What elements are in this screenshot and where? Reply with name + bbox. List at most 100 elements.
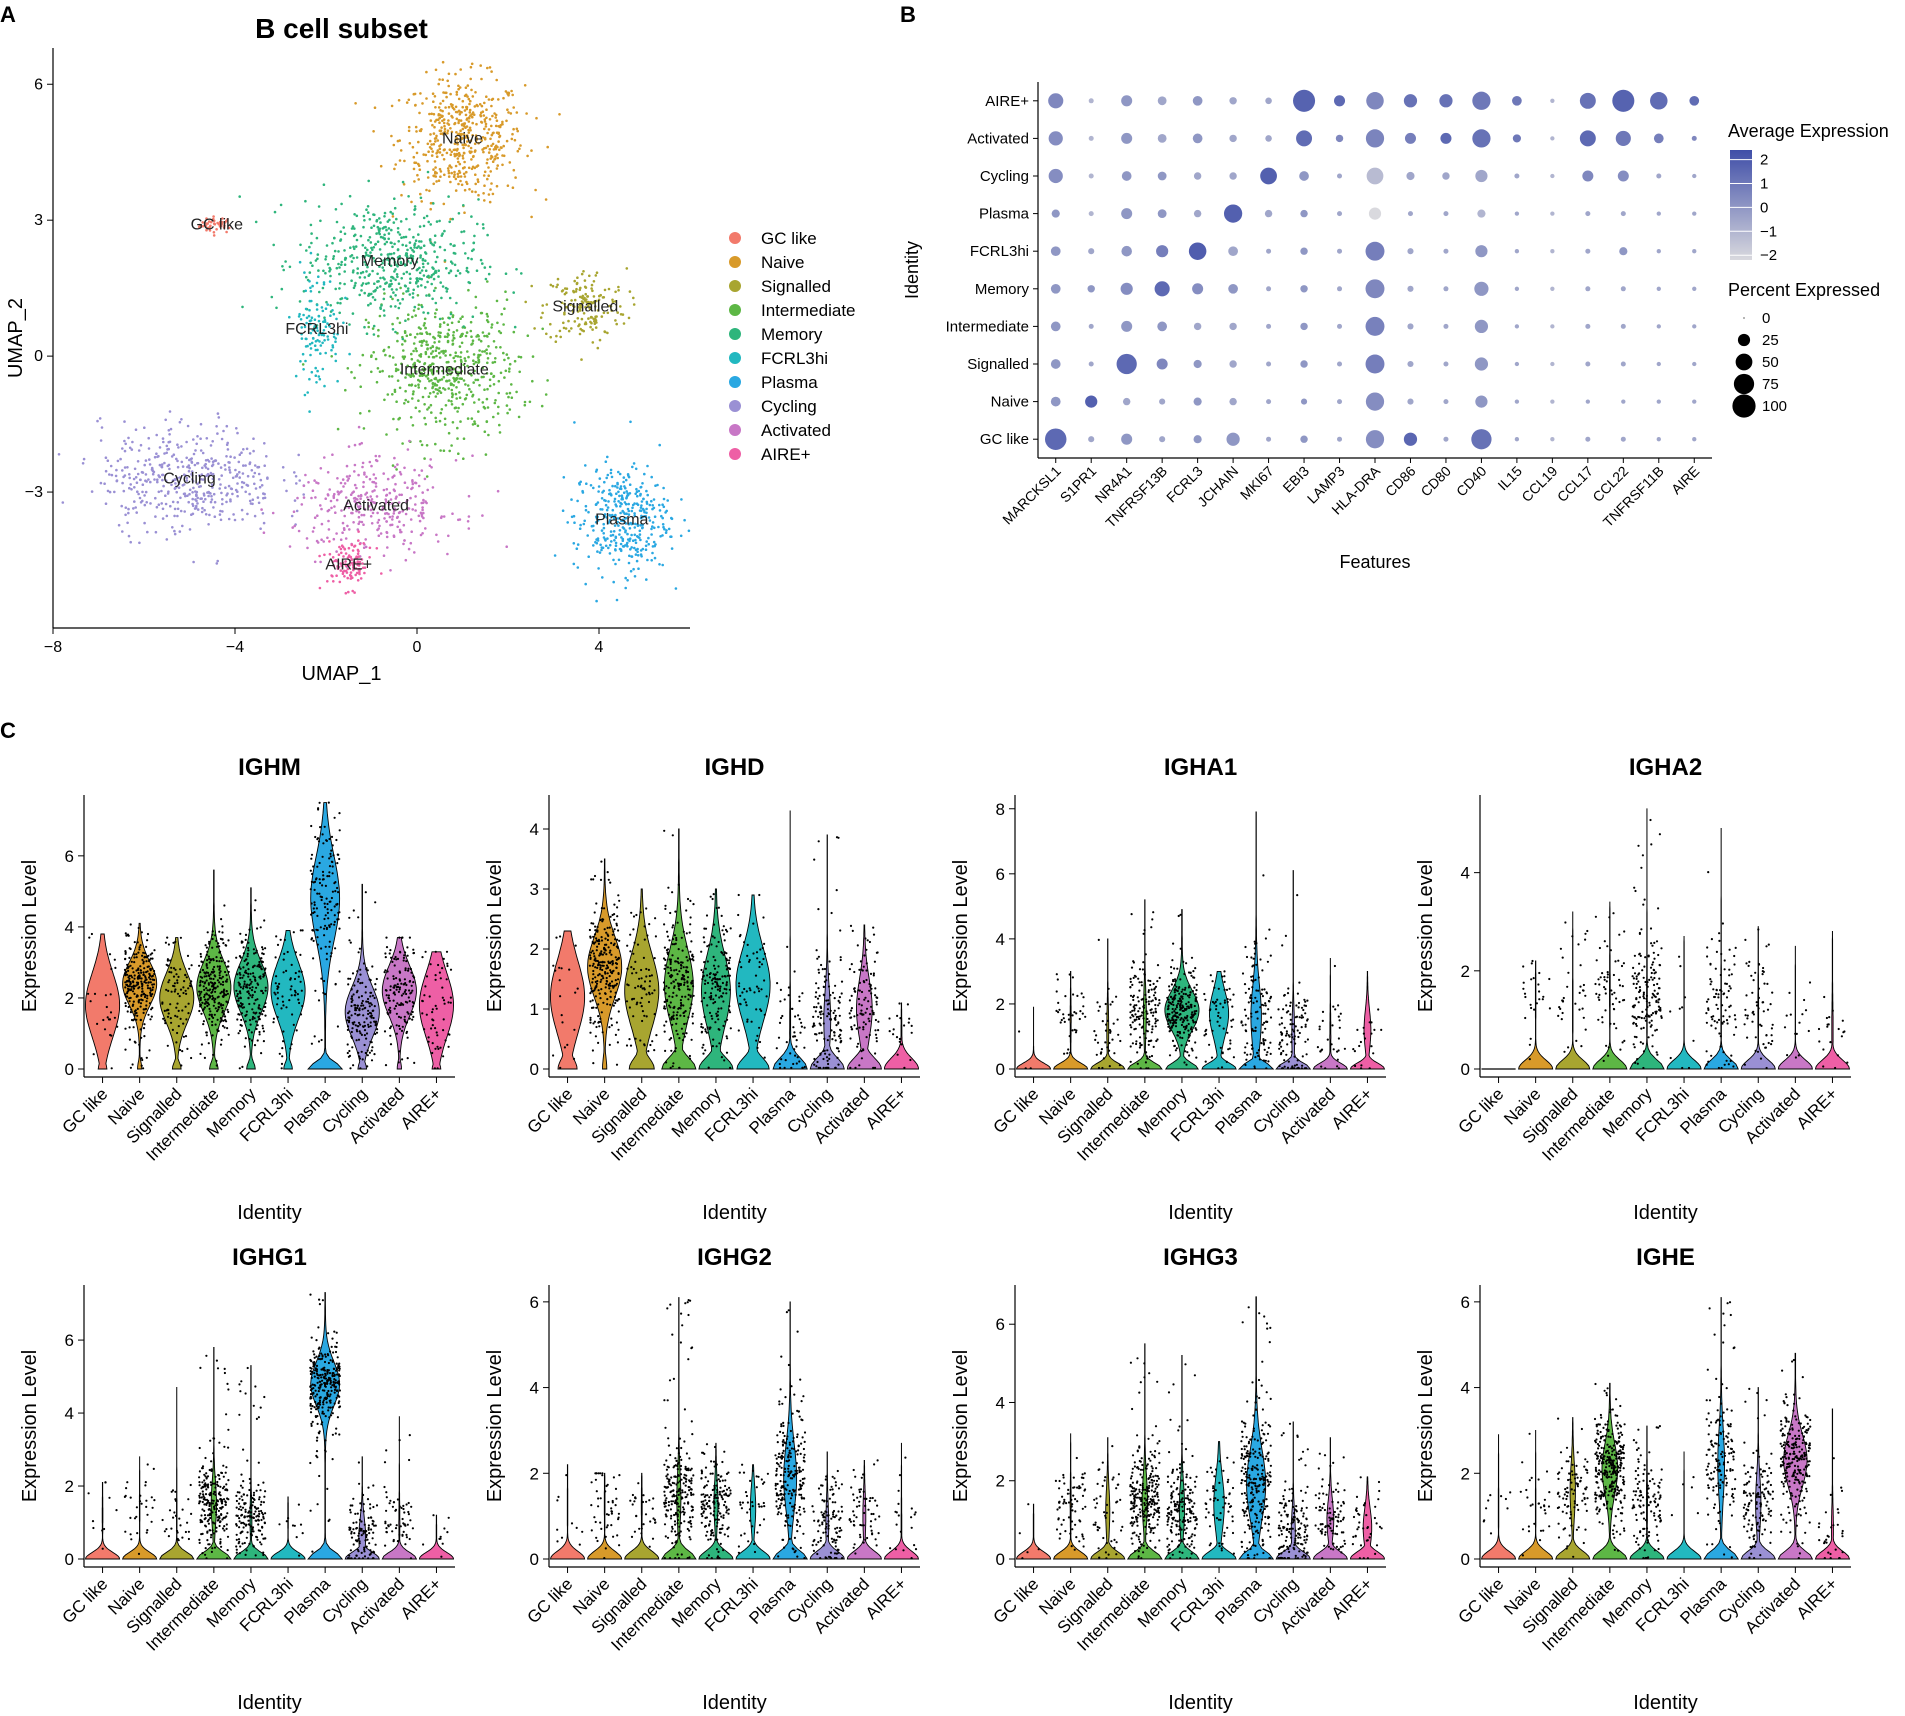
umap-point — [331, 575, 334, 578]
umap-point — [596, 501, 600, 504]
violin-point — [148, 959, 151, 962]
umap-point — [201, 466, 204, 470]
violin-point — [289, 1047, 292, 1050]
violin-point — [369, 991, 372, 994]
violin-point — [281, 1047, 284, 1050]
umap-point — [462, 172, 466, 176]
umap-point — [220, 474, 223, 477]
violin-point — [316, 943, 319, 946]
umap-point — [318, 340, 321, 343]
umap-point — [558, 329, 562, 333]
umap-point — [487, 98, 491, 101]
dot-mark — [1300, 360, 1308, 368]
violin-point — [246, 962, 250, 965]
umap-point — [588, 306, 591, 310]
umap-point — [263, 464, 267, 468]
umap-point — [639, 486, 642, 489]
umap-point — [594, 317, 597, 321]
dot-mark — [1366, 92, 1384, 110]
umap-point — [443, 229, 446, 233]
umap-point — [371, 269, 374, 273]
umap-point — [396, 339, 399, 343]
violin-point — [324, 906, 327, 909]
violin-point — [225, 974, 228, 977]
violin-point — [325, 839, 328, 843]
umap-y-tick-label: 0 — [34, 348, 43, 365]
violin-point — [374, 1032, 377, 1036]
umap-point — [61, 501, 65, 504]
violin-point — [220, 1003, 223, 1006]
umap-point — [161, 517, 165, 520]
umap-point — [340, 551, 343, 555]
umap-point — [339, 301, 342, 305]
violin-point — [253, 1044, 257, 1047]
violin-point — [405, 1021, 409, 1024]
umap-point — [467, 355, 470, 359]
umap-point — [567, 319, 570, 323]
umap-point — [488, 352, 492, 355]
umap-point — [680, 498, 683, 501]
umap-point — [358, 276, 362, 279]
violin-point — [138, 1043, 141, 1046]
dot-mark — [1365, 430, 1385, 449]
umap-point — [594, 305, 597, 308]
umap-point — [336, 490, 340, 494]
umap-point — [302, 484, 306, 488]
umap-point — [335, 220, 339, 224]
violin-point — [258, 960, 261, 964]
umap-point — [448, 220, 452, 224]
violin-point — [361, 981, 364, 985]
umap-point — [447, 271, 451, 275]
umap-point — [377, 334, 380, 338]
umap-point — [305, 537, 309, 540]
umap-point — [451, 421, 455, 424]
umap-point — [436, 540, 440, 543]
umap-point — [383, 233, 386, 237]
umap-point — [644, 548, 648, 551]
umap-point — [200, 510, 204, 514]
violin-point — [362, 1004, 365, 1007]
umap-point — [606, 311, 610, 315]
violin-point — [151, 952, 154, 955]
violin-point — [236, 1018, 239, 1021]
violin-point — [140, 980, 143, 983]
violin-point — [149, 1018, 152, 1021]
umap-point — [467, 494, 471, 498]
violin-point — [203, 988, 206, 992]
violin-point — [338, 857, 341, 861]
umap-point — [430, 379, 433, 382]
violin-point — [395, 988, 398, 991]
umap-legend-key — [729, 448, 741, 460]
umap-point — [228, 471, 232, 474]
violin-point — [437, 1047, 440, 1050]
umap-point — [385, 493, 389, 497]
violin-point — [110, 967, 113, 971]
umap-point — [180, 460, 184, 464]
violin-point — [168, 970, 171, 974]
umap-point — [470, 374, 473, 377]
umap-point — [417, 233, 420, 236]
umap-point — [313, 479, 316, 482]
umap-point — [481, 262, 484, 265]
umap-point — [206, 226, 210, 230]
umap-point — [106, 489, 110, 493]
umap-point — [136, 490, 139, 494]
umap-point — [595, 538, 598, 541]
violin-point — [323, 902, 326, 905]
umap-point — [465, 266, 469, 270]
violin-point — [235, 956, 238, 959]
dot-mark — [1048, 131, 1063, 146]
umap-point — [473, 401, 476, 404]
violin-point — [241, 1065, 244, 1068]
violin-point — [290, 985, 293, 988]
umap-point — [123, 420, 126, 423]
umap-point — [624, 478, 628, 482]
umap-point — [384, 353, 387, 357]
umap-point — [496, 489, 500, 493]
violin-point — [226, 978, 229, 981]
umap-point — [334, 359, 338, 363]
violin-point — [276, 943, 280, 947]
umap-point — [452, 384, 455, 387]
umap-point — [436, 139, 440, 142]
dot-mark — [1266, 323, 1272, 329]
